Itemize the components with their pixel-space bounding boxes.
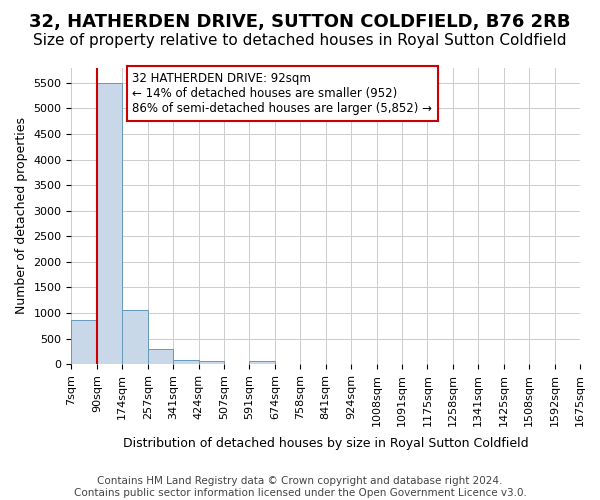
X-axis label: Distribution of detached houses by size in Royal Sutton Coldfield: Distribution of detached houses by size … — [123, 437, 529, 450]
Text: 32 HATHERDEN DRIVE: 92sqm
← 14% of detached houses are smaller (952)
86% of semi: 32 HATHERDEN DRIVE: 92sqm ← 14% of detac… — [133, 72, 433, 115]
Text: 32, HATHERDEN DRIVE, SUTTON COLDFIELD, B76 2RB: 32, HATHERDEN DRIVE, SUTTON COLDFIELD, B… — [29, 12, 571, 30]
Bar — [122, 310, 148, 364]
Bar — [173, 360, 199, 364]
Bar — [199, 360, 224, 364]
Bar — [97, 83, 122, 364]
Text: Contains HM Land Registry data © Crown copyright and database right 2024.
Contai: Contains HM Land Registry data © Crown c… — [74, 476, 526, 498]
Y-axis label: Number of detached properties: Number of detached properties — [15, 118, 28, 314]
Bar — [250, 361, 275, 364]
Bar — [148, 350, 173, 364]
Bar — [71, 320, 97, 364]
Text: Size of property relative to detached houses in Royal Sutton Coldfield: Size of property relative to detached ho… — [33, 32, 567, 48]
